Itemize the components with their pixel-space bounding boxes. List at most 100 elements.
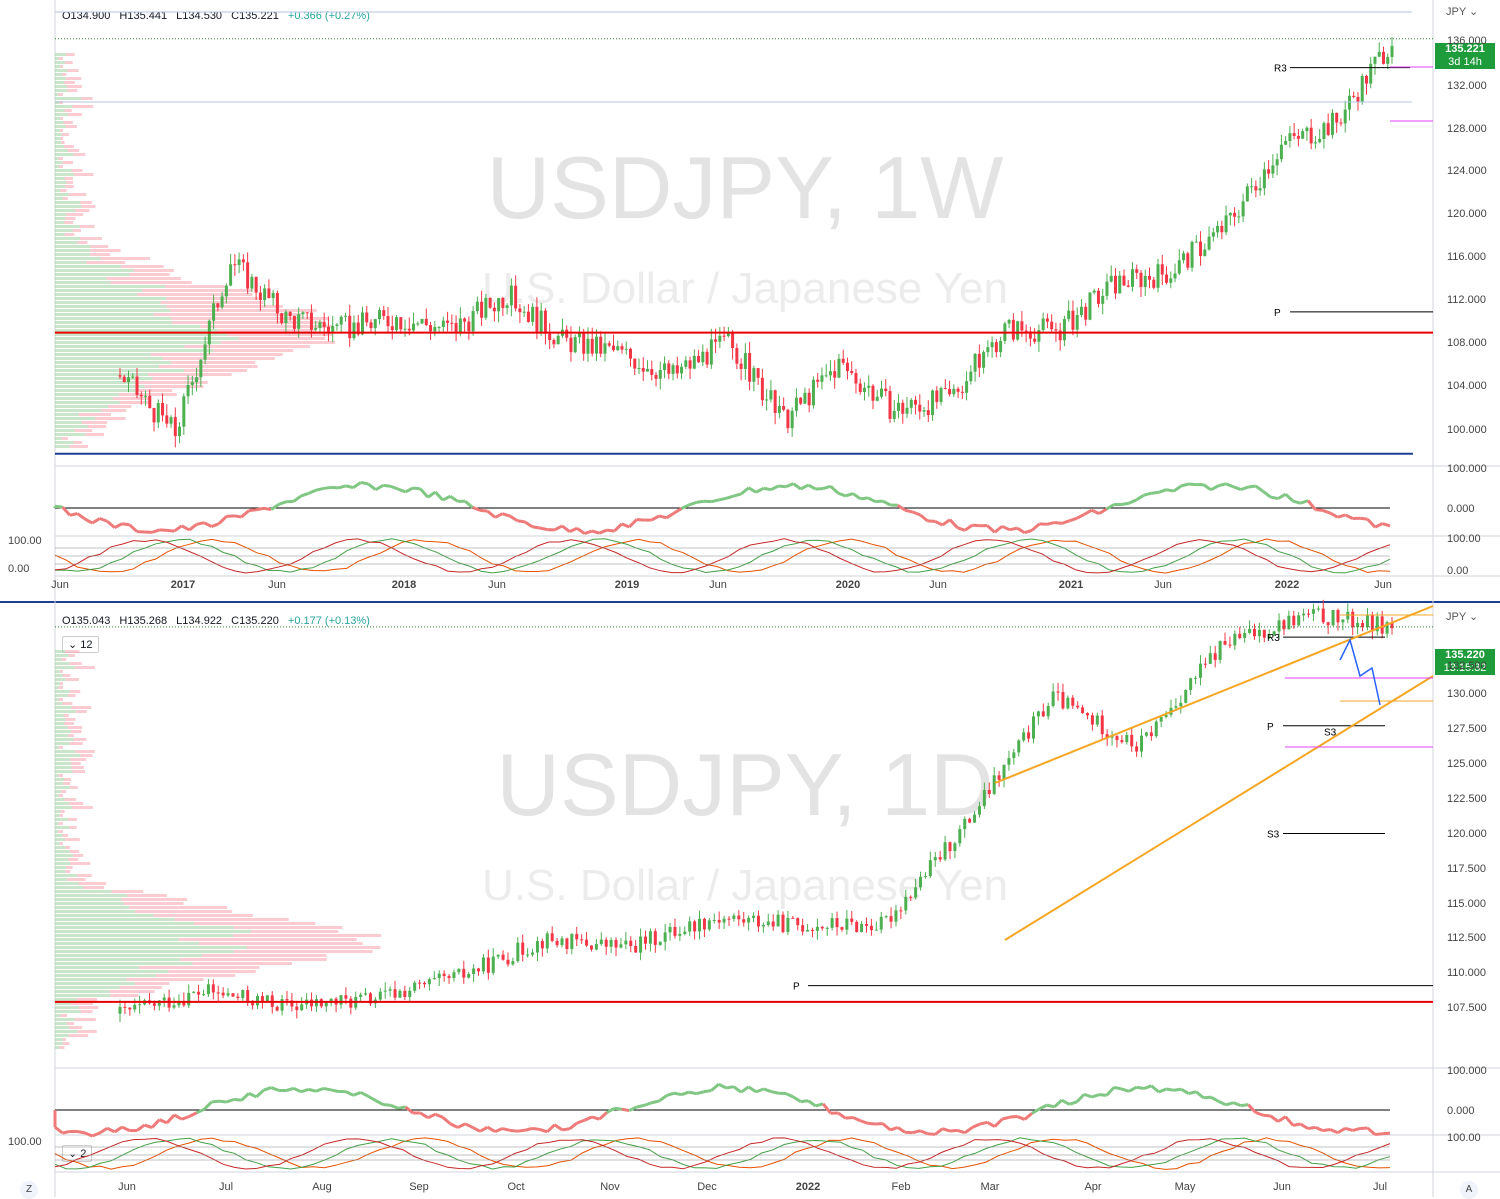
- top-candle-body: [778, 406, 781, 413]
- bottom-candle-body: [855, 922, 858, 932]
- top-volume-profile-up: [55, 129, 60, 132]
- bottom-volume-profile-down: [75, 666, 95, 669]
- top-osc1-segment: [256, 508, 263, 509]
- top-osc1-segment: [1002, 526, 1009, 529]
- bottom-candle-body: [536, 941, 539, 952]
- bottom-osc1-segment: [144, 1125, 151, 1127]
- top-candle-body: [842, 359, 845, 363]
- top-osc1-segment: [935, 521, 942, 525]
- bottom-osc1-segment: [92, 1133, 99, 1136]
- bottom-candle-body: [472, 968, 475, 974]
- top-osc1-segment: [406, 488, 413, 492]
- bottom-volume-profile-up: [55, 826, 69, 829]
- top-osc1-segment: [1017, 528, 1024, 533]
- top-volume-profile-down: [67, 181, 73, 184]
- top-osc1-segment: [495, 514, 502, 518]
- top-candle-body: [684, 360, 687, 367]
- bottom-volume-profile-up: [55, 690, 70, 693]
- top-volume-profile-up: [55, 249, 90, 252]
- bottom-volume-profile-up: [55, 658, 62, 661]
- top-volume-profile-up: [55, 309, 170, 312]
- top-osc1-segment: [540, 528, 547, 530]
- bottom-candle-body: [634, 946, 637, 953]
- top-y-tick: 124.000: [1447, 165, 1487, 177]
- top-candle-body: [489, 298, 492, 308]
- bottom-osc1-segment: [525, 1128, 532, 1130]
- bottom-osc1-segment: [376, 1101, 383, 1105]
- bottom-osc1-segment: [443, 1117, 450, 1123]
- bottom-osc1-segment: [764, 1089, 771, 1092]
- top-osc1-segment: [413, 488, 420, 489]
- bottom-osc1-segment: [107, 1128, 114, 1132]
- bottom-osc2-line: [55, 1138, 1390, 1169]
- top-candle-body: [514, 286, 517, 309]
- top-y-tick: 108.000: [1447, 337, 1487, 349]
- bottom-candle-body: [664, 932, 667, 941]
- bottom-volume-profile-down: [65, 870, 70, 873]
- top-candle-body: [246, 262, 249, 288]
- bottom-candle-body: [654, 931, 657, 945]
- top-candle-body: [642, 368, 645, 372]
- bottom-candle-body: [1322, 609, 1325, 623]
- bottom-candle-body: [212, 984, 215, 992]
- top-candle-body: [476, 302, 479, 311]
- bottom-volume-profile-up: [55, 742, 70, 745]
- top-osc1-segment: [1286, 494, 1293, 501]
- bottom-osc1-segment: [1368, 1128, 1375, 1135]
- top-volume-profile-down: [129, 273, 169, 276]
- top-volume-profile-down: [72, 105, 93, 108]
- top-volume-profile-up: [55, 121, 63, 124]
- top-candle-body: [523, 312, 526, 313]
- bottom-volume-profile-up: [55, 874, 77, 877]
- bottom-volume-profile-up: [55, 1038, 63, 1041]
- bottom-candle-body: [698, 919, 701, 932]
- top-candle-body: [952, 389, 955, 394]
- top-volume-profile-up: [55, 193, 69, 196]
- bottom-x-tick: Mar: [981, 1181, 1000, 1193]
- bottom-volume-profile-down: [71, 706, 91, 709]
- bottom-candle-body: [123, 1007, 126, 1008]
- top-candle-body: [161, 403, 164, 415]
- bottom-osc1-segment: [1144, 1086, 1151, 1089]
- bottom-candle-body: [752, 916, 755, 918]
- top-candle-body: [1352, 96, 1355, 97]
- bottom-candle-body: [1278, 620, 1281, 631]
- bottom-candle-body: [998, 775, 1001, 780]
- top-osc1-segment: [868, 498, 875, 502]
- bottom-volume-profile-down: [69, 802, 83, 805]
- top-candle-body: [893, 411, 896, 419]
- top-candle-body: [365, 313, 368, 323]
- top-osc1-segment: [831, 486, 838, 493]
- top-volume-profile-down: [80, 225, 95, 228]
- top-candle-body: [399, 317, 402, 329]
- top-osc1-segment: [241, 511, 248, 517]
- bottom-osc1-segment: [1122, 1089, 1129, 1091]
- top-osc1-segment: [860, 498, 867, 499]
- top-osc1-segment: [122, 524, 129, 525]
- bottom-candle-body: [904, 897, 907, 911]
- bottom-candle-body: [762, 925, 765, 927]
- bottom-volume-profile-down: [156, 974, 235, 977]
- bottom-volume-profile-up: [55, 934, 233, 937]
- bottom-osc1-segment: [1330, 1130, 1337, 1133]
- bottom-volume-profile-up: [55, 894, 127, 897]
- top-osc1-segment: [957, 528, 964, 531]
- bottom-osc1-segment: [1353, 1128, 1360, 1130]
- top-osc1-segment: [517, 521, 524, 522]
- top-candle-body: [327, 327, 330, 332]
- bottom-candle-body: [1160, 717, 1163, 722]
- bottom-x-tick: Oct: [507, 1181, 524, 1193]
- top-volume-profile-up: [55, 281, 111, 284]
- top-osc2-left-tick: 100.00: [8, 535, 42, 547]
- bottom-candle-body: [1125, 735, 1128, 742]
- bottom-candle-body: [526, 955, 529, 956]
- top-volume-profile-up: [55, 433, 85, 436]
- top-candle-body: [880, 389, 883, 397]
- bottom-volume-profile-down: [202, 954, 326, 957]
- bottom-osc1-segment: [234, 1099, 241, 1100]
- bottom-candle-body: [1022, 732, 1025, 740]
- bottom-candle-body: [1057, 692, 1060, 693]
- top-candle-body: [1135, 269, 1138, 273]
- bottom-osc1-segment: [540, 1129, 547, 1131]
